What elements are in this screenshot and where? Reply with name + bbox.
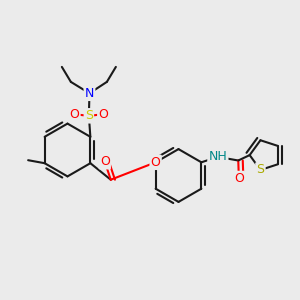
Text: NH: NH <box>208 150 227 164</box>
Text: S: S <box>85 109 93 122</box>
Text: O: O <box>98 108 108 121</box>
Text: O: O <box>70 108 80 121</box>
Text: S: S <box>256 164 264 176</box>
Text: O: O <box>151 156 160 169</box>
Text: O: O <box>234 172 244 185</box>
Text: O: O <box>100 155 110 168</box>
Text: N: N <box>85 87 94 100</box>
